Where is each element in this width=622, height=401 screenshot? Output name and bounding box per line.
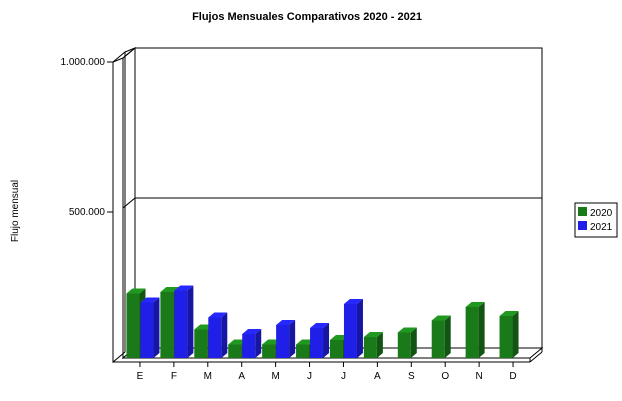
y-tick-label: 500.000	[69, 207, 106, 218]
bar-2021-J	[310, 323, 330, 358]
chart-title: Flujos Mensuales Comparativos 2020 - 202…	[192, 11, 422, 23]
bar-2020-O	[431, 315, 451, 358]
bar-2021-F	[174, 285, 194, 358]
bar-2020-A	[363, 332, 383, 358]
x-tick-label: S	[408, 371, 415, 382]
legend: 2020 2021	[574, 202, 618, 238]
x-tick-label: J	[341, 371, 346, 382]
bar-2020-S	[397, 327, 417, 358]
x-tick-label: A	[238, 371, 245, 382]
bar-2021-E	[140, 297, 160, 358]
legend-label-2021: 2021	[590, 222, 613, 233]
bar-2021-J	[343, 299, 363, 358]
x-tick-label: O	[441, 371, 449, 382]
gridline	[122, 47, 542, 59]
x-tick-label: M	[271, 371, 279, 382]
bar-2020-D	[499, 311, 519, 358]
bar-2021-M	[208, 312, 228, 358]
bar-2021-A	[242, 329, 262, 358]
y-axis-label: Flujo mensual	[10, 180, 21, 242]
bar-2021-M	[276, 320, 296, 358]
x-tick-label: E	[137, 371, 144, 382]
x-tick-label: A	[374, 371, 381, 382]
legend-swatch-2021	[578, 221, 587, 230]
gridline	[122, 197, 542, 209]
x-tick-label: F	[171, 371, 177, 382]
y-tick-label: 1.000.000	[61, 57, 106, 68]
bars	[126, 285, 519, 358]
bar-2020-N	[465, 302, 485, 358]
legend-swatch-2020	[578, 207, 587, 216]
x-tick-label: J	[307, 371, 312, 382]
y-axis-ticks: 1.000.000 500.000	[61, 57, 113, 218]
x-tick-label: D	[509, 371, 516, 382]
legend-label-2020: 2020	[590, 208, 613, 219]
x-tick-label: M	[204, 371, 212, 382]
gridlines	[122, 47, 542, 209]
x-tick-label: N	[476, 371, 483, 382]
